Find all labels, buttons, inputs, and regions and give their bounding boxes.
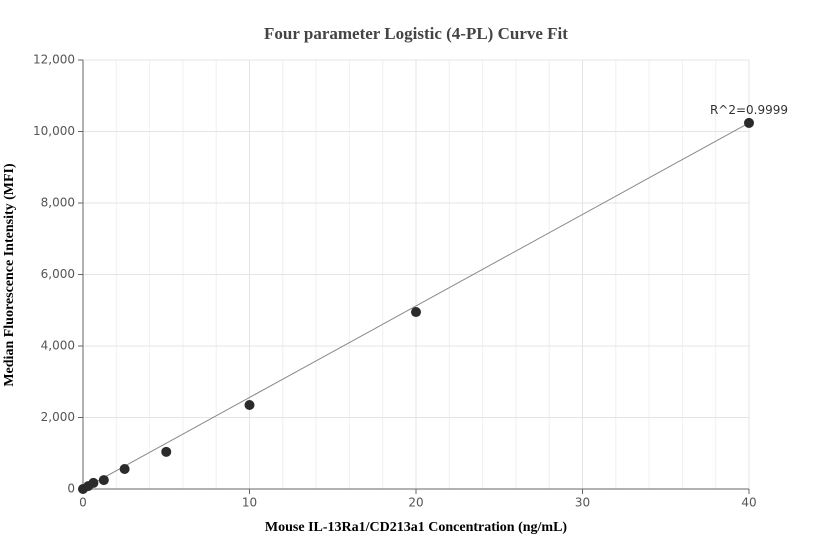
y-tick-label: 4,000 <box>41 339 75 353</box>
x-axis-label: Mouse IL-13Ra1/CD213a1 Concentration (ng… <box>265 520 567 535</box>
x-tick-label: 40 <box>741 496 756 510</box>
data-point <box>119 463 130 474</box>
data-point <box>244 399 255 410</box>
data-point <box>88 477 99 488</box>
data-point <box>161 446 172 457</box>
x-tick-label: 10 <box>242 496 257 510</box>
data-point <box>98 475 109 486</box>
y-tick-label: 10,000 <box>33 124 75 138</box>
y-tick-label: 8,000 <box>41 196 75 210</box>
annotation: R^2=0.9999 <box>710 103 788 117</box>
x-tick-label: 0 <box>79 496 87 510</box>
data-point <box>744 117 754 128</box>
y-tick-label: 2,000 <box>41 410 75 424</box>
data-point <box>411 307 421 318</box>
y-tick-label: 0 <box>67 482 75 496</box>
y-axis-label: Median Fluorescence Intensity (MFI) <box>2 163 17 387</box>
chart-title: Four parameter Logistic (4-PL) Curve Fit <box>264 24 568 43</box>
fit-line <box>82 122 750 490</box>
x-tick-label: 20 <box>408 496 423 510</box>
x-tick-label: 30 <box>575 496 590 510</box>
y-tick-label: 6,000 <box>41 267 75 281</box>
y-tick-label: 12,000 <box>33 53 75 67</box>
